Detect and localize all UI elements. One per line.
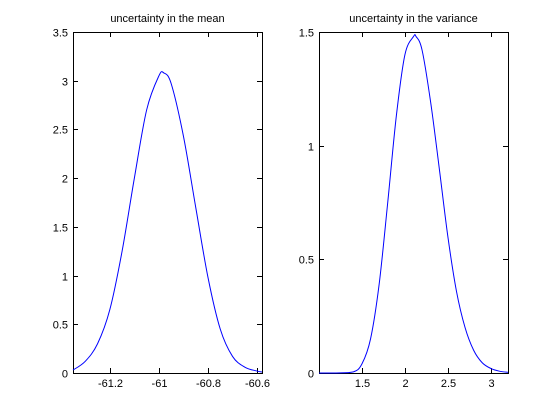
variance-y-tick-label: 0 (308, 369, 314, 381)
mean-y-tick-label: 2.5 (53, 125, 68, 137)
mean-y-tick-label: 2 (62, 174, 68, 186)
mean-axes-box (73, 32, 263, 374)
mean-x-tick-label: -61 (152, 378, 168, 390)
mean-y-tick-label: 1 (62, 272, 68, 284)
mean-ticks: -61.2 -61 -60.8 -60.6 0 0.5 1 1.5 2 2.5 3 3.5 (53, 28, 270, 391)
variance-x-tick-label: 1.5 (355, 378, 370, 390)
variance-y-tick-label: 1.5 (299, 28, 314, 40)
variance-x-tick-label: 3 (488, 378, 494, 390)
variance-ticks: 1.5 2 2.5 3 0 0.5 1 1.5 (299, 28, 508, 390)
mean-plot-title: uncertainty in the mean (110, 13, 224, 25)
variance-x-tick-label: 2 (402, 378, 408, 390)
variance-axes-box (319, 32, 509, 374)
variance-y-tick-label: 1 (308, 142, 314, 154)
mean-y-tick-label: 1.5 (53, 223, 68, 235)
variance-plot-title: uncertainty in the variance (349, 13, 477, 25)
mean-x-tick-label: -61.2 (98, 378, 123, 390)
mean-x-tick-label: -60.8 (196, 378, 221, 390)
mean-y-tick-label: 0.5 (53, 320, 68, 332)
variance-uncertainty-plot: uncertainty in the variance 1.5 2 2.5 3 0 0.5… (299, 13, 509, 390)
mean-uncertainty-plot: uncertainty in the mean -61.2 -61 -60.8 -60… (53, 13, 270, 390)
mean-y-tick-label: 0 (62, 369, 68, 381)
variance-series-line (319, 34, 509, 374)
variance-y-tick-label: 0.5 (299, 255, 314, 267)
mean-y-tick-label: 3 (62, 77, 68, 89)
mean-x-tick-label: -60.6 (245, 378, 270, 390)
variance-x-tick-label: 2.5 (441, 378, 456, 390)
mean-y-tick-label: 3.5 (53, 28, 68, 40)
mean-series-line (72, 71, 263, 373)
